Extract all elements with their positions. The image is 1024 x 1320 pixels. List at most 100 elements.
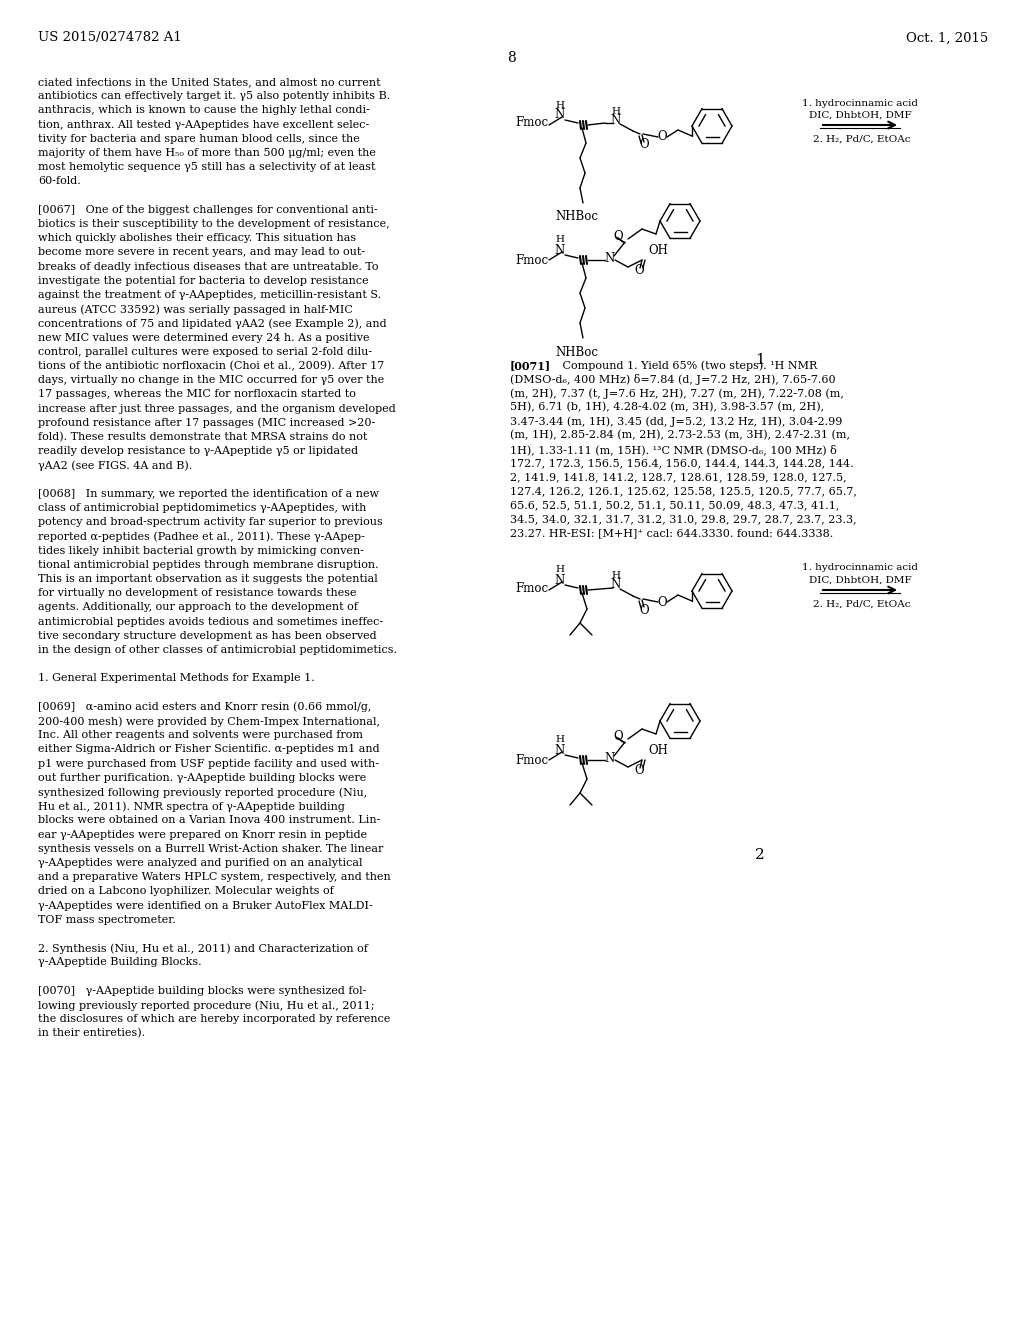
- Text: O: O: [639, 603, 649, 616]
- Text: investigate the potential for bacteria to develop resistance: investigate the potential for bacteria t…: [38, 276, 369, 286]
- Text: 2, 141.9, 141.8, 141.2, 128.7, 128.61, 128.59, 128.0, 127.5,: 2, 141.9, 141.8, 141.2, 128.7, 128.61, 1…: [510, 473, 847, 482]
- Text: H: H: [555, 565, 564, 574]
- Text: 127.4, 126.2, 126.1, 125.62, 125.58, 125.5, 120.5, 77.7, 65.7,: 127.4, 126.2, 126.1, 125.62, 125.58, 125…: [510, 486, 857, 496]
- Text: class of antimicrobial peptidomimetics γ-AApeptides, with: class of antimicrobial peptidomimetics γ…: [38, 503, 367, 513]
- Text: days, virtually no change in the MIC occurred for γ5 over the: days, virtually no change in the MIC occ…: [38, 375, 384, 385]
- Text: O: O: [634, 763, 644, 776]
- Text: 17 passages, whereas the MIC for norfloxacin started to: 17 passages, whereas the MIC for norflox…: [38, 389, 356, 400]
- Text: ear γ-AApeptides were prepared on Knorr resin in peptide: ear γ-AApeptides were prepared on Knorr …: [38, 829, 368, 840]
- Text: N: N: [555, 108, 565, 121]
- Text: 2. H₂, Pd/C, EtOAc: 2. H₂, Pd/C, EtOAc: [813, 135, 910, 144]
- Text: 172.7, 172.3, 156.5, 156.4, 156.0, 144.4, 144.3, 144.28, 144.: 172.7, 172.3, 156.5, 156.4, 156.0, 144.4…: [510, 458, 854, 469]
- Text: 34.5, 34.0, 32.1, 31.7, 31.2, 31.0, 29.8, 29.7, 28.7, 23.7, 23.3,: 34.5, 34.0, 32.1, 31.7, 31.2, 31.0, 29.8…: [510, 513, 857, 524]
- Text: which quickly abolishes their efficacy. This situation has: which quickly abolishes their efficacy. …: [38, 234, 356, 243]
- Text: NHBoc: NHBoc: [555, 210, 598, 223]
- Text: 65.6, 52.5, 51.1, 50.2, 51.1, 50.11, 50.09, 48.3, 47.3, 41.1,: 65.6, 52.5, 51.1, 50.2, 51.1, 50.11, 50.…: [510, 500, 840, 510]
- Text: lowing previously reported procedure (Niu, Hu et al., 2011;: lowing previously reported procedure (Ni…: [38, 1001, 375, 1011]
- Text: 23.27. HR-ESI: [M+H]⁺ cacl: 644.3330. found: 644.3338.: 23.27. HR-ESI: [M+H]⁺ cacl: 644.3330. fo…: [510, 528, 834, 539]
- Text: 3.47-3.44 (m, 1H), 3.45 (dd, J=5.2, 13.2 Hz, 1H), 3.04-2.99: 3.47-3.44 (m, 1H), 3.45 (dd, J=5.2, 13.2…: [510, 416, 843, 426]
- Text: N: N: [611, 114, 622, 127]
- Text: OH: OH: [648, 243, 668, 256]
- Text: [0070]   γ-AApeptide building blocks were synthesized fol-: [0070] γ-AApeptide building blocks were …: [38, 986, 367, 995]
- Text: (DMSO-d₆, 400 MHz) δ=7.84 (d, J=7.2 Hz, 2H), 7.65-7.60: (DMSO-d₆, 400 MHz) δ=7.84 (d, J=7.2 Hz, …: [510, 374, 836, 385]
- Text: Fmoc: Fmoc: [515, 754, 548, 767]
- Text: H: H: [611, 572, 621, 581]
- Text: readily develop resistance to γ-AApeptide γ5 or lipidated: readily develop resistance to γ-AApeptid…: [38, 446, 358, 457]
- Text: out further purification. γ-AApeptide building blocks were: out further purification. γ-AApeptide bu…: [38, 772, 367, 783]
- Text: Fmoc: Fmoc: [515, 116, 548, 129]
- Text: O: O: [639, 139, 649, 152]
- Text: O: O: [657, 131, 667, 144]
- Text: fold). These results demonstrate that MRSA strains do not: fold). These results demonstrate that MR…: [38, 432, 368, 442]
- Text: 1. General Experimental Methods for Example 1.: 1. General Experimental Methods for Exam…: [38, 673, 314, 684]
- Text: the disclosures of which are hereby incorporated by reference: the disclosures of which are hereby inco…: [38, 1014, 390, 1024]
- Text: O: O: [613, 231, 623, 243]
- Text: 1H), 1.33-1.11 (m, 15H). ¹³C NMR (DMSO-d₆, 100 MHz) δ: 1H), 1.33-1.11 (m, 15H). ¹³C NMR (DMSO-d…: [510, 444, 837, 455]
- Text: aureus (ATCC 33592) was serially passaged in half-MIC: aureus (ATCC 33592) was serially passage…: [38, 304, 353, 314]
- Text: γ-AApeptides were identified on a Bruker AutoFlex MALDI-: γ-AApeptides were identified on a Bruker…: [38, 900, 373, 911]
- Text: blocks were obtained on a Varian Inova 400 instrument. Lin-: blocks were obtained on a Varian Inova 4…: [38, 816, 380, 825]
- Text: tion, anthrax. All tested γ-AApeptides have excellent selec-: tion, anthrax. All tested γ-AApeptides h…: [38, 120, 370, 129]
- Text: Fmoc: Fmoc: [515, 253, 548, 267]
- Text: in their entireties).: in their entireties).: [38, 1028, 145, 1039]
- Text: agents. Additionally, our approach to the development of: agents. Additionally, our approach to th…: [38, 602, 357, 612]
- Text: tive secondary structure development as has been observed: tive secondary structure development as …: [38, 631, 377, 640]
- Text: H: H: [555, 235, 564, 244]
- Text: 8: 8: [508, 51, 516, 65]
- Text: 2. H₂, Pd/C, EtOAc: 2. H₂, Pd/C, EtOAc: [813, 599, 910, 609]
- Text: either Sigma-Aldrich or Fisher Scientific. α-peptides m1 and: either Sigma-Aldrich or Fisher Scientifi…: [38, 744, 380, 755]
- Text: dried on a Labcono lyophilizer. Molecular weights of: dried on a Labcono lyophilizer. Molecula…: [38, 887, 334, 896]
- Text: and a preparative Waters HPLC system, respectively, and then: and a preparative Waters HPLC system, re…: [38, 873, 391, 882]
- Text: [0068]   In summary, we reported the identification of a new: [0068] In summary, we reported the ident…: [38, 488, 379, 499]
- Text: Fmoc: Fmoc: [515, 582, 548, 594]
- Text: O: O: [613, 730, 623, 743]
- Text: (m, 1H), 2.85-2.84 (m, 2H), 2.73-2.53 (m, 3H), 2.47-2.31 (m,: (m, 1H), 2.85-2.84 (m, 2H), 2.73-2.53 (m…: [510, 430, 850, 441]
- Text: tions of the antibiotic norfloxacin (Choi et al., 2009). After 17: tions of the antibiotic norfloxacin (Cho…: [38, 360, 384, 371]
- Text: against the treatment of γ-AApeptides, meticillin-resistant S.: against the treatment of γ-AApeptides, m…: [38, 290, 381, 300]
- Text: [0069]   α-amino acid esters and Knorr resin (0.66 mmol/g,: [0069] α-amino acid esters and Knorr res…: [38, 702, 372, 713]
- Text: profound resistance after 17 passages (MIC increased >20-: profound resistance after 17 passages (M…: [38, 418, 375, 429]
- Text: O: O: [657, 595, 667, 609]
- Text: 2: 2: [755, 847, 765, 862]
- Text: in the design of other classes of antimicrobial peptidomimetics.: in the design of other classes of antimi…: [38, 645, 397, 655]
- Text: N: N: [605, 751, 615, 764]
- Text: control, parallel cultures were exposed to serial 2-fold dilu-: control, parallel cultures were exposed …: [38, 347, 372, 356]
- Text: reported α-peptides (Padhee et al., 2011). These γ-AApep-: reported α-peptides (Padhee et al., 2011…: [38, 532, 365, 543]
- Text: become more severe in recent years, and may lead to out-: become more severe in recent years, and …: [38, 247, 366, 257]
- Text: for virtually no development of resistance towards these: for virtually no development of resistan…: [38, 589, 356, 598]
- Text: breaks of deadly infectious diseases that are untreatable. To: breaks of deadly infectious diseases tha…: [38, 261, 379, 272]
- Text: Oct. 1, 2015: Oct. 1, 2015: [906, 32, 988, 45]
- Text: new MIC values were determined every 24 h. As a positive: new MIC values were determined every 24 …: [38, 333, 370, 343]
- Text: DIC, DhbtOH, DMF: DIC, DhbtOH, DMF: [809, 111, 911, 120]
- Text: concentrations of 75 and lipidated γAA2 (see Example 2), and: concentrations of 75 and lipidated γAA2 …: [38, 318, 387, 329]
- Text: increase after just three passages, and the organism developed: increase after just three passages, and …: [38, 404, 395, 413]
- Text: tides likely inhibit bacterial growth by mimicking conven-: tides likely inhibit bacterial growth by…: [38, 545, 364, 556]
- Text: biotics is their susceptibility to the development of resistance,: biotics is their susceptibility to the d…: [38, 219, 389, 228]
- Text: 1: 1: [755, 352, 765, 367]
- Text: most hemolytic sequence γ5 still has a selectivity of at least: most hemolytic sequence γ5 still has a s…: [38, 162, 376, 172]
- Text: 60-fold.: 60-fold.: [38, 177, 81, 186]
- Text: majority of them have H₅₀ of more than 500 μg/ml; even the: majority of them have H₅₀ of more than 5…: [38, 148, 376, 158]
- Text: US 2015/0274782 A1: US 2015/0274782 A1: [38, 32, 181, 45]
- Text: (m, 2H), 7.37 (t, J=7.6 Hz, 2H), 7.27 (m, 2H), 7.22-7.08 (m,: (m, 2H), 7.37 (t, J=7.6 Hz, 2H), 7.27 (m…: [510, 388, 844, 399]
- Text: ciated infections in the United States, and almost no current: ciated infections in the United States, …: [38, 77, 381, 87]
- Text: anthracis, which is known to cause the highly lethal condi-: anthracis, which is known to cause the h…: [38, 106, 370, 115]
- Text: Hu et al., 2011). NMR spectra of γ-AApeptide building: Hu et al., 2011). NMR spectra of γ-AApep…: [38, 801, 345, 812]
- Text: Compound 1. Yield 65% (two steps). ¹H NMR: Compound 1. Yield 65% (two steps). ¹H NM…: [552, 360, 817, 371]
- Text: H: H: [611, 107, 621, 116]
- Text: tivity for bacteria and spare human blood cells, since the: tivity for bacteria and spare human bloo…: [38, 133, 359, 144]
- Text: 1. hydrocinnamic acid: 1. hydrocinnamic acid: [802, 99, 918, 107]
- Text: 1. hydrocinnamic acid: 1. hydrocinnamic acid: [802, 564, 918, 573]
- Text: O: O: [634, 264, 644, 276]
- Text: antimicrobial peptides avoids tedious and sometimes ineffec-: antimicrobial peptides avoids tedious an…: [38, 616, 383, 627]
- Text: N: N: [555, 243, 565, 256]
- Text: OH: OH: [648, 743, 668, 756]
- Text: 200-400 mesh) were provided by Chem-Impex International,: 200-400 mesh) were provided by Chem-Impe…: [38, 715, 380, 726]
- Text: H: H: [555, 100, 564, 110]
- Text: γ-AApeptides were analyzed and purified on an analytical: γ-AApeptides were analyzed and purified …: [38, 858, 362, 869]
- Text: H: H: [555, 735, 564, 744]
- Text: N: N: [555, 743, 565, 756]
- Text: Inc. All other reagents and solvents were purchased from: Inc. All other reagents and solvents wer…: [38, 730, 362, 741]
- Text: p1 were purchased from USF peptide facility and used with-: p1 were purchased from USF peptide facil…: [38, 759, 379, 768]
- Text: TOF mass spectrometer.: TOF mass spectrometer.: [38, 915, 176, 925]
